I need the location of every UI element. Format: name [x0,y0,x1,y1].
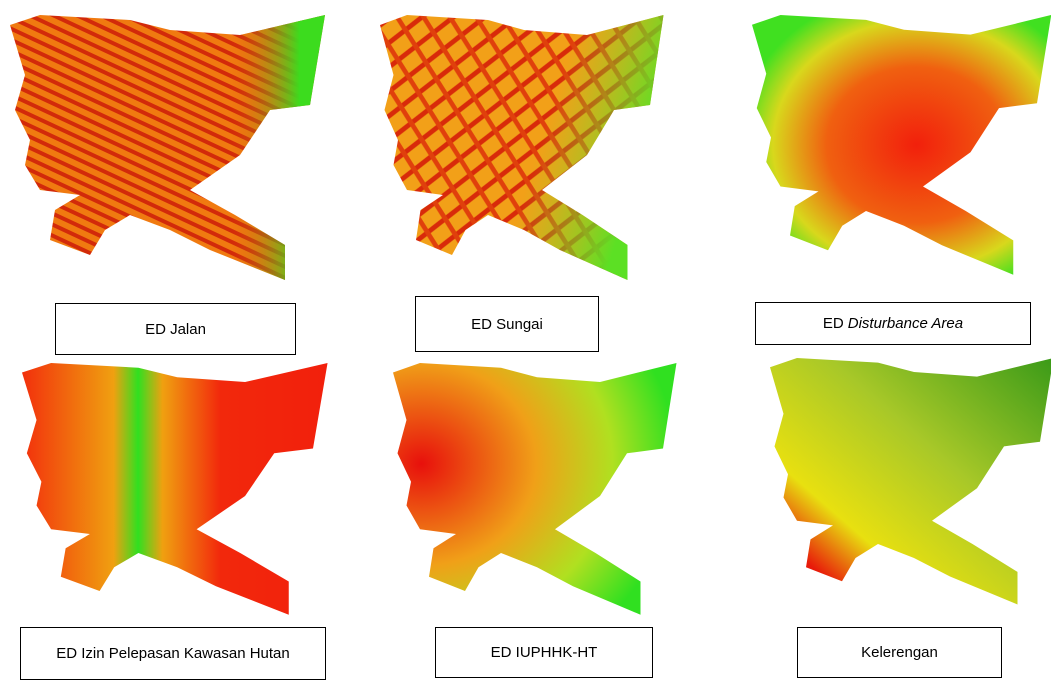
label-box: ED IUPHHK-HT [435,627,653,678]
label-italic: Disturbance Area [848,315,963,332]
label: ED Sungai [471,316,543,333]
map [393,363,677,615]
label: ED Izin Pelepasan Kawasan Hutan [56,645,289,662]
label-box: Kelerengan [797,627,1002,678]
label: ED Jalan [145,321,206,338]
label-box: ED Jalan [55,303,296,355]
label: Kelerengan [861,644,938,661]
map [770,358,1051,604]
label-box: ED Izin Pelepasan Kawasan Hutan [20,627,326,680]
figure: {"panels": [ {"label": "ED Jalan"}, {"la… [0,0,1051,684]
map [22,363,328,615]
map [10,15,325,280]
label-box: ED Sungai [415,296,599,352]
label: ED IUPHHK-HT [491,644,598,661]
label: ED [823,315,844,332]
map [380,15,664,280]
map [752,15,1051,275]
